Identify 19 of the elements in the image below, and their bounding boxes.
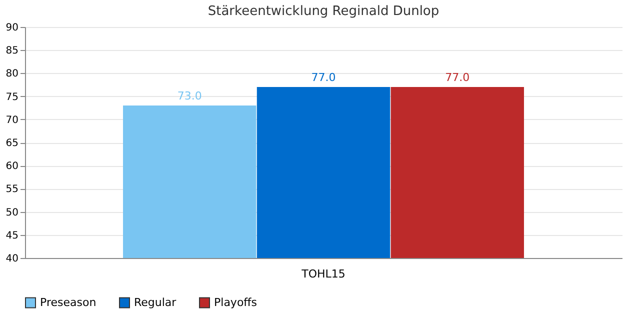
y-tick-label: 70	[6, 114, 18, 126]
legend-label: Playoffs	[214, 296, 258, 309]
data-label: 77.0	[311, 71, 336, 84]
y-tick-label: 85	[6, 46, 18, 57]
y-tick-label: 60	[6, 161, 18, 172]
legend-label: Preseason	[40, 296, 96, 309]
y-tick-label: 80	[6, 68, 18, 80]
y-tick-label: 50	[6, 207, 18, 218]
y-tick-label: 90	[6, 22, 18, 34]
y-tick-label: 45	[6, 230, 18, 242]
data-label: 77.0	[445, 71, 470, 84]
legend-label: Regular	[134, 296, 177, 309]
chart-title: Stärkeentwicklung Reginald Dunlop	[208, 4, 440, 19]
y-tick-label: 65	[6, 138, 18, 149]
y-tick-label: 40	[6, 254, 18, 264]
y-tick-label: 55	[6, 184, 18, 196]
x-tick-label: TOHL15	[300, 268, 346, 280]
data-label: 73.0	[177, 90, 202, 103]
y-tick-label: 75	[6, 92, 18, 103]
